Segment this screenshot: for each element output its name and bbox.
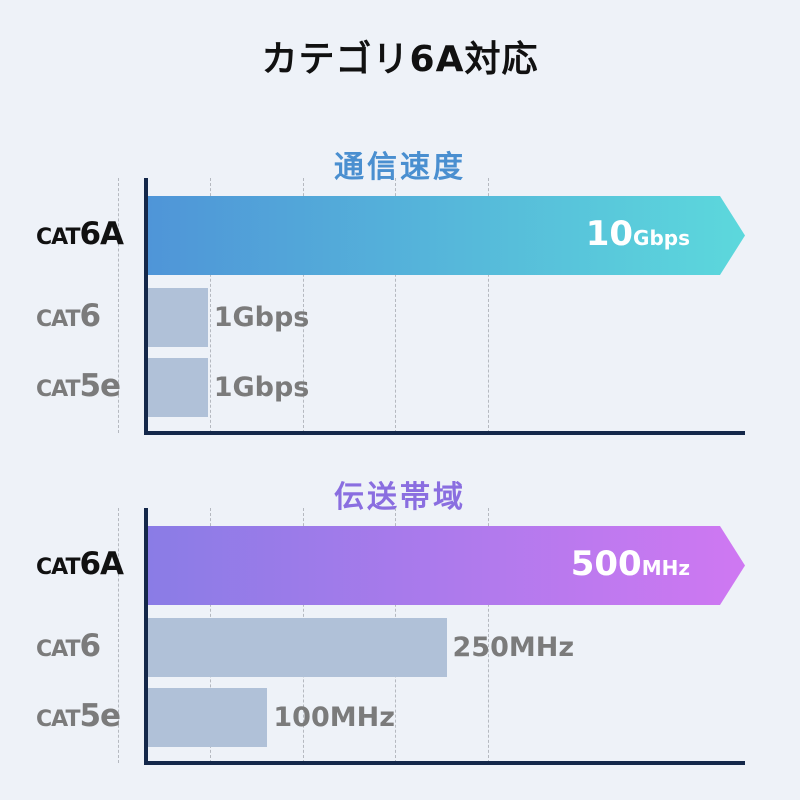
data-label-unit: MHz — [641, 555, 690, 580]
data-label: 500MHz — [571, 544, 690, 584]
x-axis — [144, 431, 745, 435]
chart-panel: 通信速度 CAT6A 10Gbps CAT6 1Gbps CAT5e 1Gbps — [0, 140, 800, 440]
bar — [148, 288, 208, 347]
gridline — [395, 178, 396, 433]
category-prefix: CAT — [36, 636, 80, 662]
category-suffix: 6 — [79, 627, 101, 664]
data-label-value: 100 — [273, 701, 330, 733]
x-axis — [144, 761, 745, 765]
chart-title: 通信速度 — [334, 150, 466, 185]
category-label: CAT6 — [36, 627, 101, 664]
category-label: CAT6A — [36, 215, 124, 252]
data-label-value: 1 — [213, 371, 233, 403]
category-prefix: CAT — [36, 376, 80, 402]
bar — [148, 358, 208, 417]
chart-title: 伝送帯域 — [334, 480, 466, 515]
data-label-unit: MHz — [329, 701, 395, 733]
gridline — [118, 178, 119, 433]
category-suffix: 5e — [79, 697, 121, 734]
category-label: CAT5e — [36, 697, 121, 734]
data-label-value: 1 — [213, 301, 233, 333]
data-label: 10Gbps — [586, 214, 690, 254]
y-axis — [144, 508, 148, 765]
category-prefix: CAT — [36, 306, 80, 332]
data-label: 100MHz — [273, 702, 395, 733]
category-label: CAT6 — [36, 297, 101, 334]
gridline — [488, 508, 489, 763]
category-prefix: CAT — [36, 554, 80, 580]
data-label-value: 250 — [452, 631, 509, 663]
bar — [148, 688, 268, 747]
data-label-unit: Gbps — [232, 301, 310, 333]
gridline — [210, 178, 211, 433]
data-label-unit: MHz — [508, 631, 575, 663]
bar — [148, 196, 745, 275]
category-prefix: CAT — [36, 224, 80, 250]
category-suffix: 6A — [79, 215, 124, 252]
category-suffix: 6 — [79, 297, 101, 334]
category-label: CAT5e — [36, 367, 121, 404]
bar — [148, 618, 447, 677]
data-label-unit: Gbps — [633, 225, 690, 250]
gridline — [303, 178, 304, 433]
data-label: 250MHz — [453, 632, 575, 663]
category-suffix: 6A — [79, 545, 124, 582]
chart-panel: 伝送帯域 CAT6A 500MHz CAT6 250MHz CAT5e 100MHz — [0, 470, 800, 770]
gridline — [488, 178, 489, 433]
category-label: CAT6A — [36, 545, 124, 582]
bar — [148, 526, 745, 605]
category-prefix: CAT — [36, 706, 80, 732]
page-title: カテゴリ6A対応 — [261, 39, 539, 80]
gridline — [118, 508, 119, 763]
y-axis — [144, 178, 148, 435]
data-label-unit: Gbps — [232, 371, 310, 403]
data-label-value: 10 — [585, 213, 634, 254]
data-label: 1Gbps — [214, 372, 310, 403]
data-label: 1Gbps — [214, 302, 310, 333]
category-suffix: 5e — [79, 367, 121, 404]
data-label-value: 500 — [570, 543, 642, 584]
